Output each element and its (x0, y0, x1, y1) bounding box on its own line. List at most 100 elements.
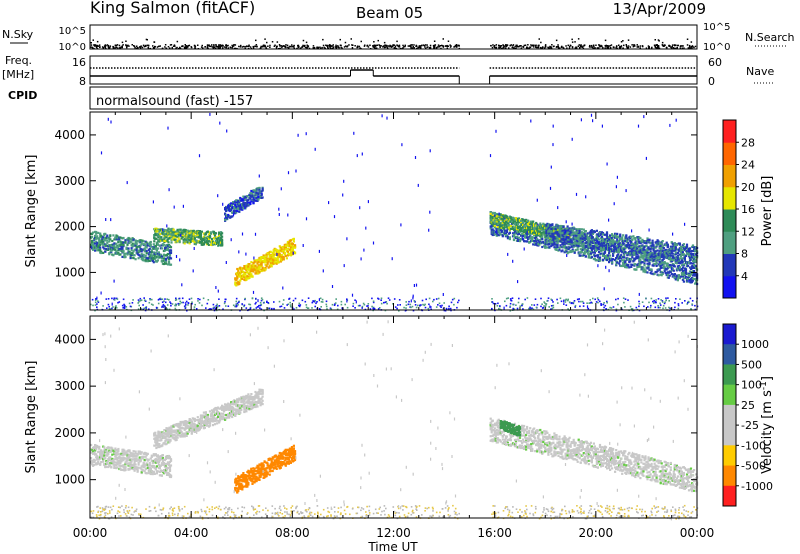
nsky-point (389, 46, 391, 48)
nsky-point (331, 45, 333, 47)
echo-cell (154, 232, 157, 235)
nsky-point (184, 44, 186, 46)
echo-cell (583, 250, 586, 253)
echo-cell (577, 244, 580, 248)
echo-cell (125, 246, 128, 249)
echo-cell (605, 231, 609, 234)
echo-cell (594, 259, 597, 262)
echo-cell (291, 243, 294, 246)
echo-cell (202, 242, 205, 245)
nsky-point (319, 46, 321, 48)
echo-cell (620, 264, 623, 268)
nsky-point (275, 45, 278, 48)
nsky-point (590, 44, 593, 47)
nsky-point (158, 45, 160, 48)
echo-cell (139, 244, 142, 247)
echo-cell (112, 234, 115, 237)
echo-cell (249, 192, 252, 195)
nsky-trace (90, 38, 697, 50)
echo-cell (96, 241, 99, 244)
nsky-point (440, 47, 442, 50)
nsky-point (605, 44, 607, 47)
echo-cell (612, 238, 615, 241)
echo-cell (234, 281, 237, 284)
echo-cell (662, 257, 665, 260)
nsky-point (108, 47, 111, 50)
nsky-point (305, 41, 308, 44)
echo-cell (671, 267, 674, 270)
echo-cell (148, 250, 151, 253)
nsky-point (446, 46, 449, 48)
nsky-point (202, 47, 204, 49)
echo-cell (284, 246, 287, 249)
echo-cell (160, 236, 163, 239)
echo-cell (579, 251, 582, 254)
echo-cell (510, 218, 514, 221)
nsky-point (327, 46, 329, 49)
echo-cell (565, 250, 568, 253)
echo-cell (100, 241, 103, 244)
echo-cell (574, 248, 577, 252)
echo-cell (667, 266, 670, 269)
nsky-point (197, 48, 200, 50)
echo-cell (109, 235, 112, 238)
echo-cell (155, 237, 158, 240)
echo-cell (207, 237, 211, 240)
nsky-point (598, 47, 600, 49)
echo-cell (153, 247, 156, 251)
nsky-point (126, 46, 128, 48)
nsky-point (96, 44, 99, 47)
echo-cell (493, 212, 496, 215)
echo-cell (276, 255, 279, 258)
nsky-point (677, 44, 679, 47)
echo-cell (164, 229, 167, 232)
echo-cell (655, 261, 658, 264)
nsky-point (291, 46, 293, 48)
echo-cell (221, 243, 224, 247)
echo-cell (180, 229, 183, 232)
nsky-point (398, 46, 401, 48)
echo-cell (244, 198, 247, 201)
echo-cell (254, 193, 257, 196)
echo-cell (252, 190, 255, 193)
echo-cell (589, 252, 592, 255)
nsky-point (372, 45, 374, 47)
nsky-point (375, 47, 378, 49)
nsky-point (492, 44, 494, 46)
echo-cell (501, 217, 504, 221)
echo-cell (647, 266, 650, 269)
echo-cell (593, 257, 596, 261)
nsky-point (449, 44, 451, 46)
echo-cell (245, 205, 248, 208)
nsky-point (142, 44, 145, 47)
nsky-point (387, 45, 390, 47)
nsky-point (565, 45, 567, 47)
nsky-point (424, 44, 427, 46)
echo-cell (188, 232, 191, 235)
echo-cell (126, 243, 129, 246)
echo-cell (507, 226, 510, 229)
nsky-point (331, 47, 333, 50)
echo-cell (243, 197, 246, 200)
echo-cell (206, 230, 209, 233)
nsky-point (274, 44, 276, 46)
echo-cell (168, 228, 171, 231)
nsky-point (517, 45, 519, 48)
echo-cell (162, 257, 165, 260)
nsky-point (380, 45, 382, 47)
echo-cell (546, 240, 549, 243)
nsky-point (244, 47, 246, 50)
nsky-point (262, 45, 264, 47)
echo-cell (249, 202, 252, 205)
echo-cell (241, 206, 244, 209)
echo-cell (678, 269, 681, 272)
echo-cell (504, 220, 507, 224)
echo-cell (160, 247, 163, 250)
echo-cell (171, 238, 174, 241)
nsky-point (190, 46, 193, 49)
echo-cell (269, 264, 272, 267)
nsky-point (213, 45, 215, 47)
nsky-point (438, 46, 440, 48)
echo-cell (197, 232, 200, 235)
nsky-point (399, 47, 402, 50)
